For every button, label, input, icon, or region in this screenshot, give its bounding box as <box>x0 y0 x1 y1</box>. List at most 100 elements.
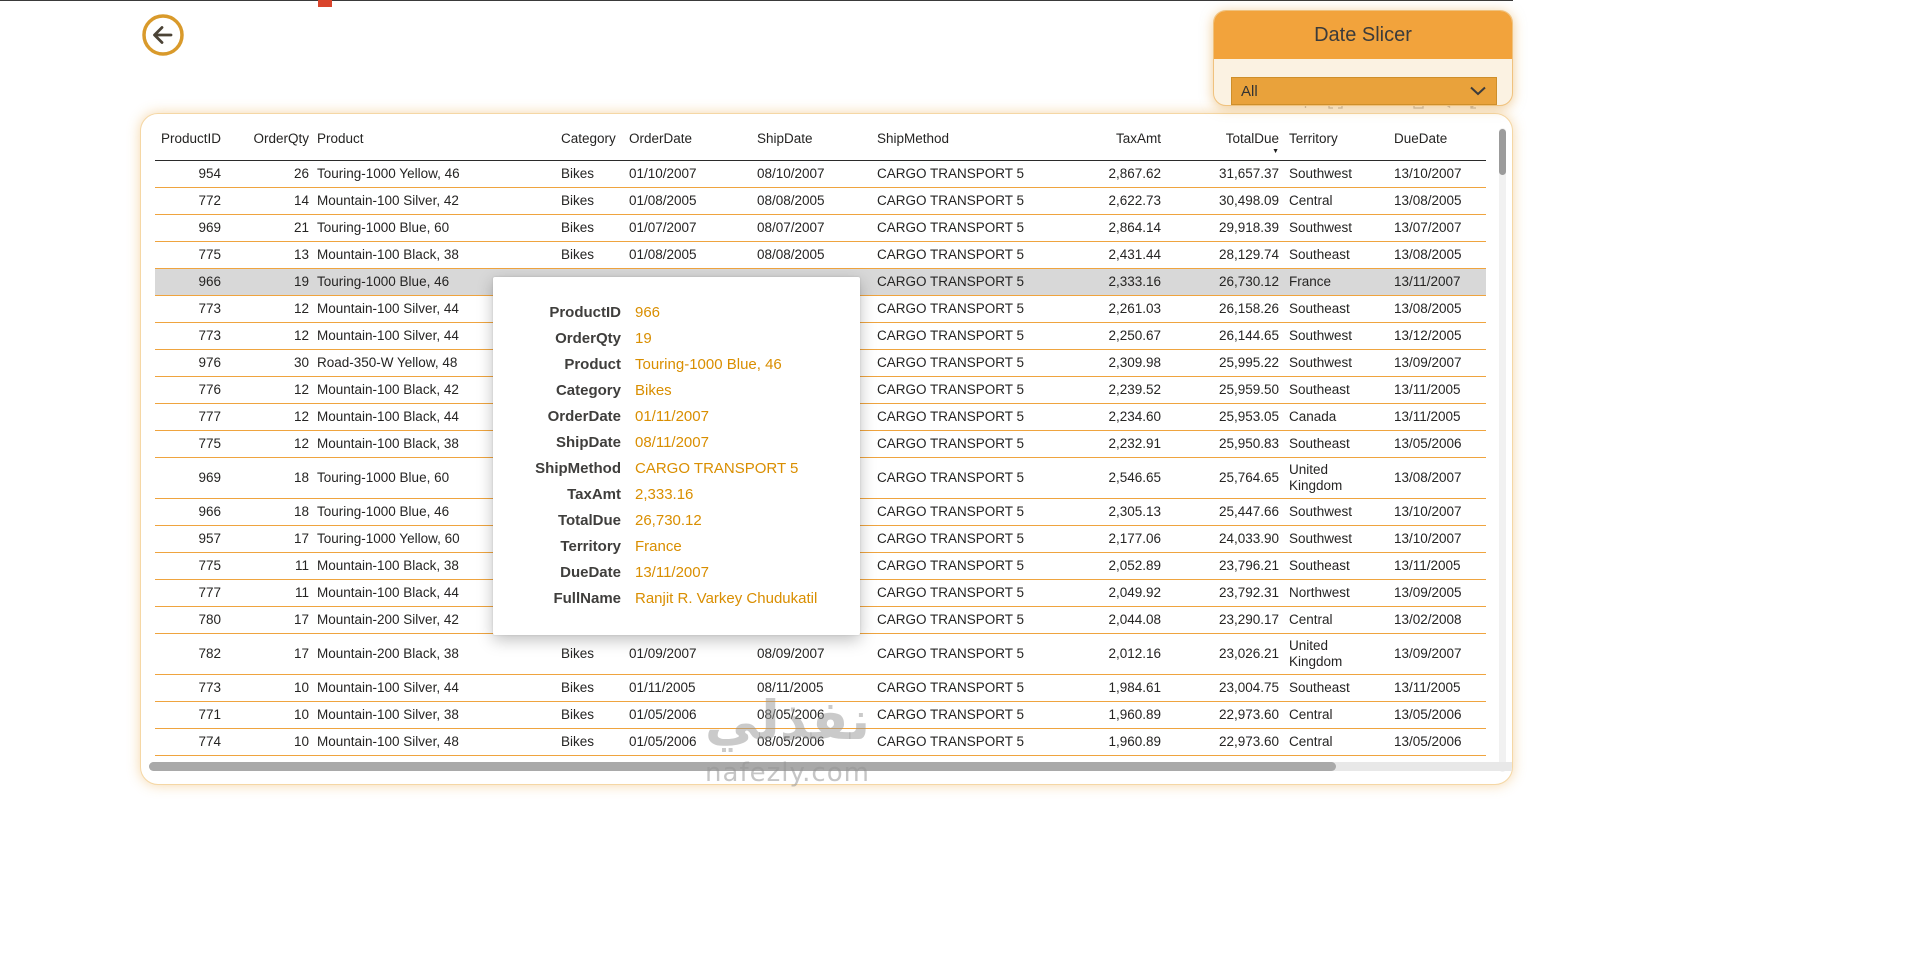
cell-productId[interactable]: 969 <box>198 470 221 485</box>
cell-dueDate[interactable]: 13/09/2007 <box>1394 355 1462 370</box>
cell-totalDue[interactable]: 25,953.05 <box>1218 409 1279 424</box>
cell-orderQty[interactable]: 14 <box>293 193 309 208</box>
cell-taxAmt[interactable]: 2,333.16 <box>1108 274 1161 289</box>
cell-dueDate[interactable]: 13/10/2007 <box>1394 531 1462 546</box>
table-row[interactable]: 775 13 Mountain-100 Black, 38 Bikes 01/08/20… <box>155 242 1486 269</box>
cell-shipMethod[interactable]: CARGO TRANSPORT 5 <box>877 409 1025 424</box>
cell-orderQty[interactable]: 18 <box>293 504 309 519</box>
vertical-scrollbar[interactable] <box>1499 128 1506 772</box>
cell-productId[interactable]: 969 <box>198 220 221 235</box>
cell-totalDue[interactable]: 30,498.09 <box>1218 193 1279 208</box>
cell-territory[interactable]: Southeast <box>1289 436 1350 451</box>
cell-orderQty[interactable]: 10 <box>293 734 309 749</box>
cell-territory[interactable]: Southeast <box>1289 680 1350 695</box>
cell-shipMethod[interactable]: CARGO TRANSPORT 5 <box>877 680 1025 695</box>
cell-orderDate[interactable]: 01/10/2007 <box>629 166 697 181</box>
cell-productId[interactable]: 773 <box>198 301 221 316</box>
horizontal-scrollbar[interactable] <box>149 762 1512 771</box>
cell-totalDue[interactable]: 25,959.50 <box>1218 382 1279 397</box>
cell-totalDue[interactable]: 29,918.39 <box>1218 220 1279 235</box>
cell-orderQty[interactable]: 18 <box>293 470 309 485</box>
cell-totalDue[interactable]: 22,973.60 <box>1218 707 1279 722</box>
cell-totalDue[interactable]: 24,033.90 <box>1218 531 1279 546</box>
cell-category[interactable]: Bikes <box>561 680 595 695</box>
column-header-orderDate[interactable]: OrderDate <box>629 131 693 146</box>
column-header-dueDate[interactable]: DueDate <box>1394 131 1448 146</box>
cell-dueDate[interactable]: 13/12/2005 <box>1394 328 1462 343</box>
cell-dueDate[interactable]: 13/07/2007 <box>1394 220 1462 235</box>
cell-taxAmt[interactable]: 2,546.65 <box>1108 470 1161 485</box>
cell-territory[interactable]: Southeast <box>1289 558 1350 573</box>
cell-dueDate[interactable]: 13/05/2006 <box>1394 734 1462 749</box>
cell-shipDate[interactable]: 08/11/2005 <box>757 680 824 695</box>
cell-shipDate[interactable]: 08/08/2005 <box>757 247 825 262</box>
cell-orderQty[interactable]: 11 <box>294 585 309 600</box>
cell-product[interactable]: Mountain-100 Silver, 44 <box>317 328 459 343</box>
cell-territory[interactable]: Southwest <box>1289 531 1353 546</box>
cell-productId[interactable]: 966 <box>198 274 221 289</box>
cell-shipMethod[interactable]: CARGO TRANSPORT 5 <box>877 436 1025 451</box>
cell-dueDate[interactable]: 13/11/2005 <box>1394 409 1461 424</box>
cell-product[interactable]: Mountain-100 Silver, 48 <box>317 734 459 749</box>
cell-product[interactable]: Touring-1000 Blue, 60 <box>317 220 450 235</box>
cell-totalDue[interactable]: 25,995.22 <box>1218 355 1279 370</box>
cell-productId[interactable]: 775 <box>198 558 221 573</box>
cell-orderQty[interactable]: 19 <box>293 274 309 289</box>
table-row[interactable]: 969 18 Touring-1000 Blue, 60 CARGO TRANSPOR… <box>155 458 1486 499</box>
cell-dueDate[interactable]: 13/05/2006 <box>1394 707 1462 722</box>
table-row[interactable]: 969 21 Touring-1000 Blue, 60 Bikes 01/07/200… <box>155 215 1486 242</box>
column-header-taxAmt[interactable]: TaxAmt <box>1115 131 1161 146</box>
table-row[interactable]: 775 12 Mountain-100 Black, 38 CARGO TRANSPO… <box>155 431 1486 458</box>
cell-shipMethod[interactable]: CARGO TRANSPORT 5 <box>877 274 1025 289</box>
cell-dueDate[interactable]: 13/09/2005 <box>1394 585 1462 600</box>
cell-shipDate[interactable]: 08/07/2007 <box>757 220 825 235</box>
cell-orderQty[interactable]: 30 <box>293 355 309 370</box>
column-header-category[interactable]: Category <box>561 131 616 146</box>
cell-product[interactable]: Touring-1000 Blue, 46 <box>317 274 450 289</box>
cell-territory[interactable]: United Kingdom <box>1289 638 1343 669</box>
cell-shipMethod[interactable]: CARGO TRANSPORT 5 <box>877 355 1025 370</box>
cell-taxAmt[interactable]: 1,960.89 <box>1108 734 1161 749</box>
cell-totalDue[interactable]: 26,158.26 <box>1218 301 1279 316</box>
cell-totalDue[interactable]: 28,129.74 <box>1218 247 1279 262</box>
cell-shipMethod[interactable]: CARGO TRANSPORT 5 <box>877 301 1025 316</box>
cell-productId[interactable]: 774 <box>198 734 221 749</box>
vertical-scrollbar-thumb[interactable] <box>1499 129 1506 175</box>
cell-product[interactable]: Road-350-W Yellow, 48 <box>317 355 458 370</box>
cell-territory[interactable]: Central <box>1289 734 1333 749</box>
cell-territory[interactable]: United Kingdom <box>1289 462 1343 493</box>
cell-territory[interactable]: Southwest <box>1289 355 1353 370</box>
cell-dueDate[interactable]: 13/11/2007 <box>1394 274 1461 289</box>
cell-dueDate[interactable]: 13/09/2007 <box>1394 646 1462 661</box>
cell-dueDate[interactable]: 13/11/2005 <box>1394 558 1461 573</box>
cell-taxAmt[interactable]: 2,232.91 <box>1108 436 1161 451</box>
cell-shipMethod[interactable]: CARGO TRANSPORT 5 <box>877 247 1025 262</box>
cell-orderQty[interactable]: 12 <box>293 409 309 424</box>
cell-product[interactable]: Mountain-100 Black, 38 <box>317 247 459 262</box>
cell-product[interactable]: Mountain-100 Black, 44 <box>317 585 459 600</box>
cell-shipMethod[interactable]: CARGO TRANSPORT 5 <box>877 585 1025 600</box>
cell-dueDate[interactable]: 13/08/2005 <box>1394 247 1462 262</box>
cell-totalDue[interactable]: 26,730.12 <box>1218 274 1279 289</box>
cell-totalDue[interactable]: 25,950.83 <box>1218 436 1279 451</box>
cell-taxAmt[interactable]: 2,305.13 <box>1108 504 1161 519</box>
cell-dueDate[interactable]: 13/08/2005 <box>1394 193 1462 208</box>
column-header-product[interactable]: Product <box>317 131 364 146</box>
table-row[interactable]: 777 11 Mountain-100 Black, 44 CARGO TRANSPO… <box>155 580 1486 607</box>
cell-totalDue[interactable]: 22,973.60 <box>1218 734 1279 749</box>
horizontal-scrollbar-thumb[interactable] <box>149 762 1336 771</box>
cell-category[interactable]: Bikes <box>561 707 595 722</box>
cell-orderQty[interactable]: 11 <box>294 558 309 573</box>
cell-category[interactable]: Bikes <box>561 220 595 235</box>
cell-orderDate[interactable]: 01/08/2005 <box>629 193 697 208</box>
sort-descending-icon[interactable]: ▼ <box>1272 148 1279 155</box>
cell-orderQty[interactable]: 12 <box>293 436 309 451</box>
cell-shipMethod[interactable]: CARGO TRANSPORT 5 <box>877 328 1025 343</box>
table-row[interactable]: 774 10 Mountain-100 Silver, 48 Bikes 01/05/2… <box>155 729 1486 756</box>
cell-totalDue[interactable]: 25,447.66 <box>1218 504 1279 519</box>
cell-product[interactable]: Mountain-100 Black, 38 <box>317 558 459 573</box>
cell-orderQty[interactable]: 26 <box>293 166 309 181</box>
cell-orderDate[interactable]: 01/07/2007 <box>629 220 697 235</box>
cell-territory[interactable]: Southeast <box>1289 301 1350 316</box>
cell-productId[interactable]: 777 <box>198 585 221 600</box>
